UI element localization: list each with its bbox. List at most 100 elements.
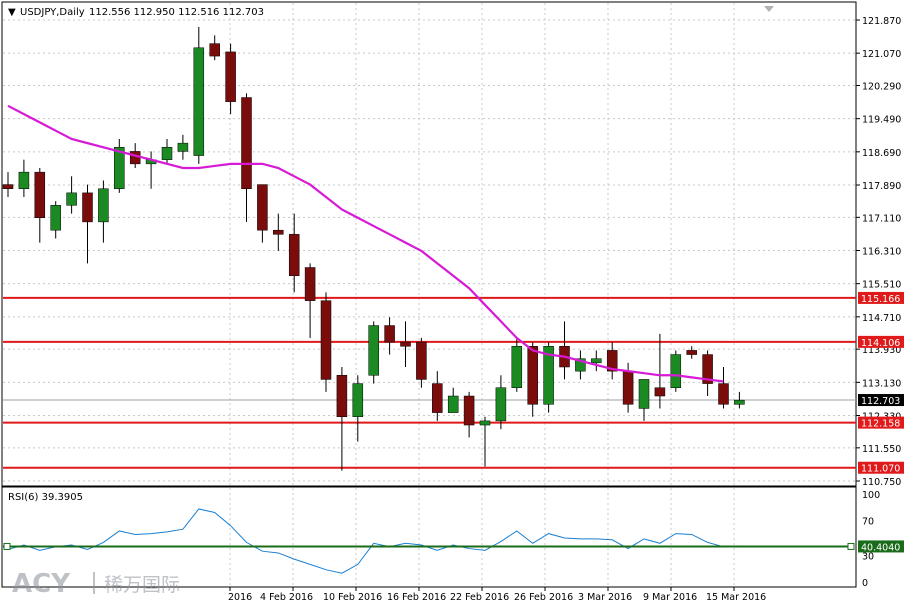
bearish-candle — [416, 341, 427, 380]
price-tick-label: 117.110 — [862, 213, 901, 224]
rsi-panel-frame — [1, 486, 857, 588]
bearish-candle — [304, 267, 316, 301]
rsi-label: RSI(6) 39.3905 — [8, 492, 83, 503]
price-tick-label: 116.310 — [862, 247, 901, 258]
bearish-candle — [702, 354, 713, 384]
moving-average-line — [7, 104, 724, 383]
rsi-level-handle-left — [3, 542, 11, 550]
time-tick-label: 16 Feb 2016 — [387, 592, 446, 603]
rsi-indicator: 100 70 30 0 40.4040 — [3, 490, 904, 589]
price-tick-label: 121.870 — [862, 16, 901, 27]
level-badge — [858, 291, 904, 304]
price-tick-label: 110.750 — [862, 477, 901, 488]
bearish-candle — [2, 184, 14, 189]
time-tick-label: 4 Feb 2016 — [260, 592, 313, 603]
level-badge-label: 112.158 — [861, 419, 900, 430]
bearish-candle — [654, 387, 666, 397]
rsi-level-badge — [858, 540, 904, 553]
price-tick-label: 113.930 — [862, 345, 901, 356]
bullish-candle — [177, 142, 189, 152]
bearish-candle — [400, 341, 411, 347]
time-tick-label: 10 Feb 2016 — [323, 592, 382, 603]
price-tick-label: 117.890 — [862, 181, 901, 192]
bullish-candle — [591, 358, 602, 364]
time-tick-label: 3 Mar 2016 — [578, 592, 632, 603]
bullish-candle — [114, 147, 125, 189]
level-badge-label: 111.070 — [861, 464, 900, 475]
price-panel-frame — [1, 1, 857, 487]
level-badge-label: 115.166 — [861, 294, 900, 305]
moving-average — [7, 104, 724, 383]
rsi-axis-label: 100 — [862, 490, 880, 501]
horizontal-levels — [3, 296, 856, 469]
bearish-candle — [82, 192, 93, 223]
bearish-candle — [718, 383, 729, 405]
price-tick-label: 114.710 — [862, 313, 901, 324]
bullish-candle — [447, 395, 459, 413]
bullish-candle — [575, 358, 586, 372]
level-badge — [858, 335, 904, 348]
price-tick-label: 113.130 — [862, 378, 901, 389]
bearish-candle — [257, 184, 268, 231]
bearish-candle — [463, 395, 475, 426]
bullish-candle — [670, 354, 682, 388]
bearish-candle — [384, 325, 395, 343]
bullish-candle — [98, 188, 109, 223]
bearish-candle — [527, 346, 538, 405]
rsi-axis-label: 30 — [862, 552, 874, 563]
rsi-axis-label: 70 — [862, 516, 874, 527]
bullish-candle — [161, 147, 173, 160]
bearish-candle — [273, 229, 284, 235]
bearish-candle — [241, 97, 252, 189]
bearish-candle — [686, 350, 697, 355]
bearish-candle — [336, 375, 348, 417]
candlestick-series — [2, 27, 745, 471]
price-tick-label: 121.070 — [862, 49, 901, 60]
rsi-level-handle-right — [847, 542, 855, 550]
watermark-brand: ACY — [12, 569, 71, 599]
chart-shift-icon[interactable] — [764, 6, 774, 12]
bearish-candle — [606, 350, 618, 372]
bullish-candle — [18, 171, 30, 189]
price-tick-label: 111.550 — [862, 444, 901, 455]
bullish-candle — [734, 399, 745, 405]
time-axis: 2016 4 Feb 2016 10 Feb 2016 16 Feb 2016 22 F… — [228, 587, 766, 603]
rsi-line — [7, 508, 740, 574]
bearish-candle — [288, 234, 300, 277]
bullish-candle — [368, 325, 379, 376]
bullish-candle — [479, 420, 491, 426]
bullish-candle — [66, 192, 77, 206]
bullish-candle — [50, 205, 61, 231]
time-tick-label: 2016 — [228, 592, 252, 603]
time-tick-label: 9 Mar 2016 — [643, 592, 697, 603]
rsi-axis-label: 0 — [862, 578, 868, 589]
level-badge-label: 114.106 — [861, 338, 900, 349]
bearish-candle — [209, 43, 220, 57]
price-tick-label: 115.510 — [862, 280, 901, 291]
rsi-level-label: 40.4040 — [861, 542, 900, 553]
bullish-candle — [352, 383, 364, 417]
bearish-candle — [320, 300, 332, 380]
time-tick-label: 22 Feb 2016 — [450, 592, 509, 603]
chart-dropdown-icon[interactable]: ▼ — [8, 7, 16, 18]
bullish-candle — [511, 346, 523, 388]
price-axis: 121.870 121.070 120.290 119.490 118.690 117.8… — [856, 16, 904, 488]
bearish-candle — [34, 171, 46, 218]
time-tick-label: 15 Mar 2016 — [706, 592, 766, 603]
bullish-candle — [495, 387, 507, 422]
bearish-candle — [622, 370, 634, 405]
price-tick-label: 118.690 — [862, 148, 901, 159]
bullish-candle — [638, 379, 650, 409]
current-price-badge — [858, 394, 904, 407]
symbol-label: USDJPY,Daily — [20, 7, 85, 18]
bearish-candle — [225, 51, 236, 102]
bullish-candle — [193, 47, 205, 156]
watermark-chinese: 稀万国际 — [104, 574, 180, 596]
price-tick-label: 119.490 — [862, 115, 901, 126]
bearish-candle — [432, 383, 443, 413]
level-badge — [858, 416, 904, 429]
current-price-label: 112.703 — [861, 396, 900, 407]
